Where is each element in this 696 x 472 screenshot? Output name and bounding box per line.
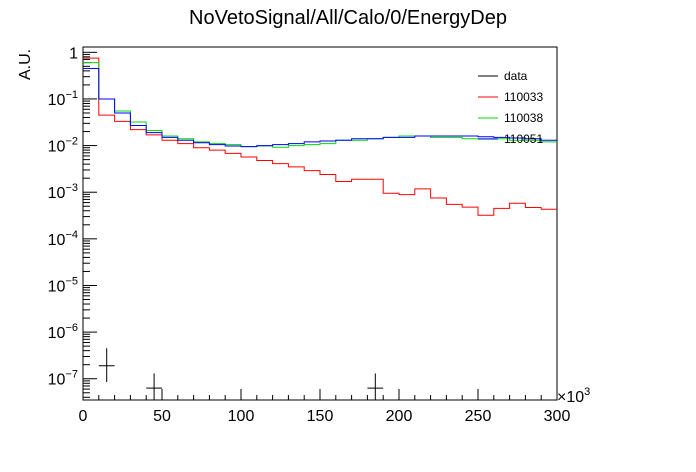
x-tick-label: 0 (79, 408, 88, 425)
y-tick-label: 10−2 (48, 136, 78, 156)
y-tick-label: 1 (69, 45, 78, 62)
y-tick-label: 10−1 (48, 89, 78, 109)
x-axis-multiplier: ×103 (557, 386, 590, 406)
x-tick-label: 200 (386, 408, 413, 425)
x-tick-label: 150 (307, 408, 334, 425)
x-tick-label: 250 (465, 408, 492, 425)
y-tick-exponent: −7 (65, 369, 78, 381)
series-110051-histogram (83, 67, 557, 148)
series-data-point (98, 348, 115, 383)
y-tick-exponent: −3 (65, 182, 78, 194)
series-data-point (146, 373, 162, 400)
y-tick-exponent: −5 (65, 275, 78, 287)
series-data-point (367, 373, 384, 400)
y-tick-label: 10−6 (48, 322, 78, 342)
legend: data 110033 110038 110051 (478, 69, 543, 146)
y-tick-base: 10 (48, 92, 66, 109)
y-tick-exponent: −2 (65, 136, 78, 148)
y-tick-base: 10 (48, 232, 66, 249)
y-tick-exponent: −6 (65, 322, 78, 334)
x-multiplier-exponent: 3 (584, 386, 590, 398)
y-tick-base: 10 (48, 278, 66, 295)
y-tick-exponent: −4 (65, 229, 78, 241)
y-tick-base: 10 (48, 325, 66, 342)
axes: 0 50 100 150 200 250 30010−710−610−510−410−310… (48, 45, 571, 425)
x-multiplier-base: ×10 (557, 389, 584, 406)
legend-label: 110033 (504, 90, 543, 104)
y-tick-base: 10 (48, 372, 66, 389)
y-tick-base: 1 (69, 45, 78, 62)
y-tick-label: 10−7 (48, 369, 78, 389)
x-tick-label: 100 (228, 408, 255, 425)
plot-frame (82, 46, 558, 401)
y-tick-label: 10−3 (48, 182, 78, 202)
y-tick-base: 10 (48, 185, 66, 202)
series-110038-histogram (83, 62, 557, 148)
series-layer (83, 57, 557, 400)
y-tick-base: 10 (48, 139, 66, 156)
y-axis-label: A.U. (17, 49, 34, 80)
chart-title: NoVetoSignal/All/Calo/0/EnergyDep (189, 7, 507, 29)
legend-label: data (504, 69, 528, 83)
y-tick-exponent: −1 (65, 89, 78, 101)
y-tick-label: 10−5 (48, 275, 78, 295)
series-110033-histogram (83, 57, 557, 216)
x-tick-label: 50 (153, 408, 171, 425)
y-tick-label: 10−4 (48, 229, 78, 249)
legend-label: 110051 (504, 132, 543, 146)
x-tick-label: 300 (544, 408, 571, 425)
legend-label: 110038 (504, 111, 543, 125)
